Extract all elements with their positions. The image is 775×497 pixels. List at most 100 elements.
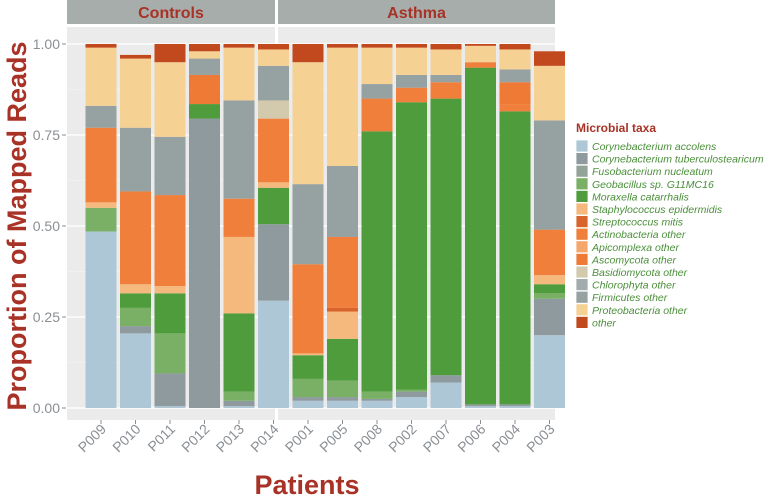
bar-P003 [534,51,565,408]
bar-segment-P002-firmicutes-other [396,74,427,88]
bar-segment-P001-proteobacteria-other [292,62,324,185]
bar-segment-P010-moraxella-catarrhalis [120,293,151,308]
legend-label: Proteobacteria other [592,305,688,317]
bar-P011 [154,44,186,408]
x-tick-label-P002: P002 [385,421,420,456]
bar-segment-P009-geobacillus-sp-g11mc16 [85,207,117,232]
bar-segment-P009-staphylococcus-epidermidis [85,202,117,208]
bar-segment-P005-staphylococcus-epidermidis [327,311,358,339]
legend-item: Basidiomycota other [575,265,688,279]
bar-segment-P003-corynebacterium-tuberculostearicum [534,298,565,336]
legend-swatch [575,202,589,216]
bar-segment-P012-corynebacterium-tuberculostearicum [189,118,220,409]
legend-item: Chlorophyta other [575,278,676,292]
bar-segment-P003-actinobacteria-other [534,229,565,276]
legend-swatch [575,215,589,229]
bar-segment-P003-geobacillus-sp-g11mc16 [534,293,565,299]
x-tick-label-P012: P012 [178,421,213,456]
bar-segment-P014-moraxella-catarrhalis [258,187,289,225]
x-axis-ticks: P009 P010 P011 P012 P013 P014 P001 P005 P008 P002… [75,420,558,455]
legend-label: Corynebacterium tuberculostearicum [592,154,764,166]
legend-label: Chlorophyta other [592,280,676,292]
bar-segment-P005-actinobacteria-other [327,236,358,308]
bar-P007 [430,44,462,408]
legend-item: Proteobacteria other [575,303,688,317]
bar-segment-P013-other [223,44,255,48]
bar-P009 [85,44,117,408]
legend-item: Fusobacterium nucleatum [575,164,713,178]
bar-segment-P008-proteobacteria-other [361,47,393,85]
y-tick-label: 0.00 [33,400,60,416]
bar-segment-P005-corynebacterium-accolens [327,400,358,408]
bar-segment-P014-proteobacteria-other [258,49,289,66]
facet-strips: Controls Asthma [67,0,555,24]
bar-segment-P014-corynebacterium-accolens [258,300,289,408]
bar-segment-P004-actinobacteria-other [499,104,531,112]
bar-segment-P011-other [154,44,186,63]
bar-segment-P001-actinobacteria-other [292,264,324,354]
bars [85,44,565,409]
legend-item: Geobacillus sp. G11MC16 [575,177,714,191]
legend-swatch [575,189,589,203]
y-tick-label: 1.00 [33,36,60,52]
bar-segment-P001-geobacillus-sp-g11mc16 [292,378,324,398]
bar-segment-P014-corynebacterium-tuberculostearicum [258,224,289,301]
legend-swatch [575,265,589,279]
legend-label: other [592,317,616,329]
bar-segment-P006-other [465,44,496,46]
bar-segment-P006-corynebacterium-tuberculostearicum [465,404,496,407]
facet-label-asthma: Asthma [387,5,446,22]
bar-segment-P014-staphylococcus-epidermidis [258,182,289,188]
bar-segment-P014-actinobacteria-other [258,118,289,183]
bar-segment-P003-staphylococcus-epidermidis [534,275,565,285]
bar-P012 [189,44,220,409]
bar-segment-P002-geobacillus-sp-g11mc16 [396,389,427,392]
bar-segment-P009-proteobacteria-other [85,47,117,106]
legend-item: Corynebacterium tuberculostearicum [575,152,764,166]
bar-segment-P007-corynebacterium-accolens [430,382,462,408]
bar-segment-P011-staphylococcus-epidermidis [154,286,186,294]
bar-segment-P011-moraxella-catarrhalis [154,293,186,334]
bar-segment-P007-moraxella-catarrhalis [430,98,462,376]
legend-label: Streptococcus mitis [592,217,684,229]
bar-segment-P007-other [430,44,462,50]
bar-segment-P010-other [120,54,151,59]
x-tick-label-P005: P005 [316,421,351,456]
bar-segment-P001-staphylococcus-epidermidis [292,353,324,356]
bar-segment-P010-geobacillus-sp-g11mc16 [120,307,151,327]
bar-segment-P012-other [189,44,220,52]
y-axis-title: Proportion of Mapped Reads [2,41,32,410]
bar-segment-P008-corynebacterium-tuberculostearicum [361,398,393,401]
bar-P001 [292,44,324,408]
legend-item: Staphylococcus epidermidis [575,202,723,216]
bar-segment-P011-firmicutes-other [154,136,186,196]
bar-segment-P011-proteobacteria-other [154,62,186,137]
bar-segment-P013-staphylococcus-epidermidis [223,236,255,314]
bar-segment-P002-actinobacteria-other [396,87,427,103]
legend-item: Streptococcus mitis [575,215,684,229]
bar-segment-P007-actinobacteria-other [430,82,462,99]
bar-segment-P005-other [327,44,358,48]
bar-segment-P005-proteobacteria-other [327,47,358,166]
legend-item: Apicomplexa other [575,240,679,254]
bar-segment-P013-firmicutes-other [223,100,255,199]
x-axis-title: Patients [254,470,359,497]
x-tick-label-P004: P004 [489,421,524,456]
bar-segment-P004-firmicutes-other [499,69,531,83]
legend-swatch [575,290,589,304]
legend-label: Staphylococcus epidermidis [592,204,723,216]
bar-segment-P003-moraxella-catarrhalis [534,284,565,294]
legend-label: Apicomplexa other [591,242,679,254]
bar-segment-P013-geobacillus-sp-g11mc16 [223,391,255,401]
bar-segment-P009-corynebacterium-accolens [85,231,117,408]
bar-P013 [223,44,255,408]
bar-P014 [258,44,289,408]
legend-item: Firmicutes other [575,290,668,304]
x-tick-label-P010: P010 [109,421,144,456]
bar-segment-P010-staphylococcus-epidermidis [120,284,151,294]
legend-label: Fusobacterium nucleatum [592,166,713,178]
bar-segment-P007-proteobacteria-other [430,49,462,75]
facet-label-controls: Controls [138,5,204,22]
bar-P005 [327,44,358,408]
